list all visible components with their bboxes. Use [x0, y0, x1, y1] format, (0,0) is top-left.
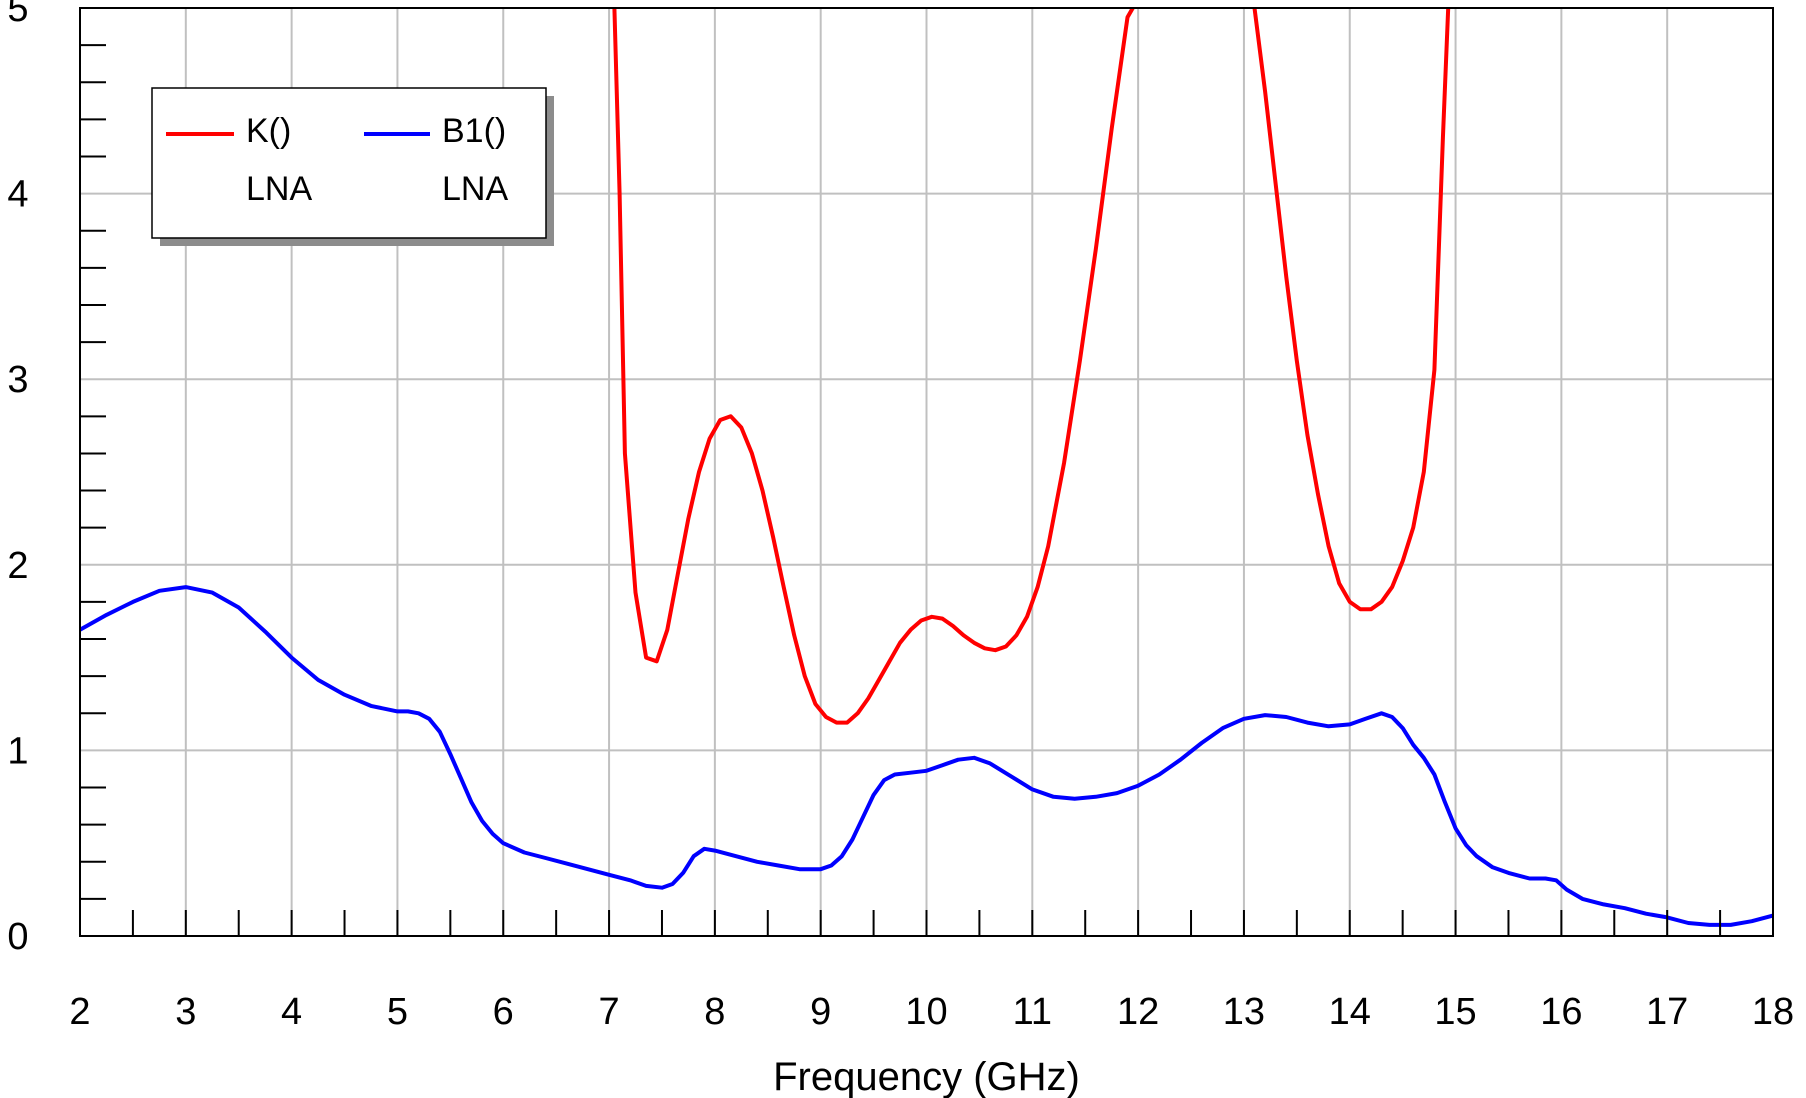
x-tick-label: 17: [1646, 991, 1688, 1033]
x-tick-label: 9: [810, 991, 831, 1033]
legend-label-b1: B1(): [442, 112, 506, 150]
y-tick-label: 5: [7, 0, 28, 30]
y-tick-label: 3: [7, 359, 28, 401]
x-axis-title: Frequency (GHz): [773, 1055, 1080, 1098]
x-tick-label: 16: [1540, 991, 1582, 1033]
x-tick-label: 2: [69, 991, 90, 1033]
x-tick-label: 7: [598, 991, 619, 1033]
y-tick-label: 1: [7, 730, 28, 772]
series-line-b1: [79, 585, 1774, 927]
x-tick-label: 13: [1223, 991, 1265, 1033]
x-tick-label: 18: [1752, 991, 1794, 1033]
legend-label-k: K(): [246, 112, 291, 150]
x-tick-label: 15: [1434, 991, 1476, 1033]
legend-box: [151, 87, 547, 239]
series-line-k: [1252, 7, 1451, 612]
x-tick-label: 11: [1013, 991, 1052, 1033]
x-tick-label: 10: [905, 991, 947, 1033]
legend: K() LNA B1() LNA: [151, 87, 554, 246]
y-tick-label: 4: [7, 174, 28, 216]
legend-sublabel-k: LNA: [246, 170, 312, 208]
series-layer: [79, 7, 1774, 927]
x-tick-label: 4: [281, 991, 302, 1033]
x-tick-label: 12: [1117, 991, 1159, 1033]
x-tick-label: 5: [387, 991, 408, 1033]
x-tick-label: 14: [1329, 991, 1371, 1033]
y-tick-label: 0: [7, 916, 28, 958]
series-line-k: [612, 7, 1135, 725]
y-tick-label: 2: [7, 545, 28, 587]
x-tick-label: 6: [493, 991, 514, 1033]
legend-sublabel-b1: LNA: [442, 170, 508, 208]
x-tick-label: 8: [704, 991, 725, 1033]
x-tick-label: 3: [175, 991, 196, 1033]
axis-ticks: [79, 44, 1774, 936]
